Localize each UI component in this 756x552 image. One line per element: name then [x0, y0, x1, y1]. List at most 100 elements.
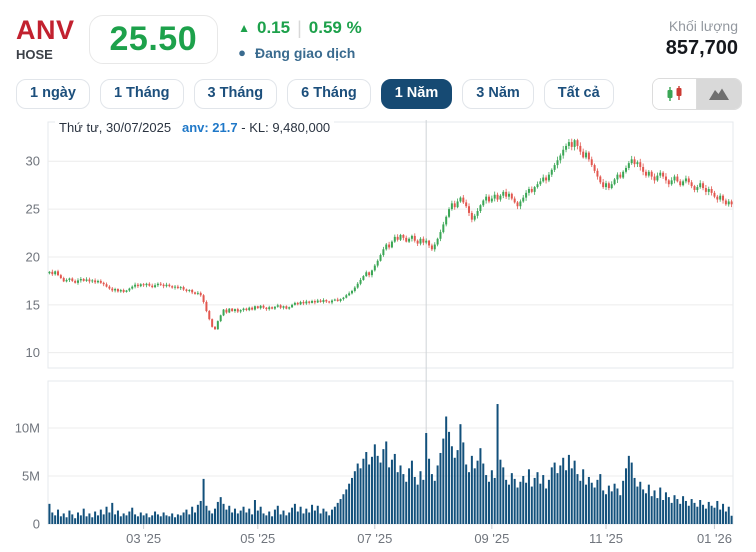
tab-6-tháng[interactable]: 6 Tháng [287, 79, 371, 109]
volume-bar [513, 478, 516, 524]
volume-bar [390, 459, 393, 524]
candle-body [313, 300, 316, 303]
candle-body [702, 183, 705, 189]
volume-bar [253, 500, 256, 524]
candle-body [88, 279, 91, 282]
candle-body [724, 200, 727, 205]
candle-body [690, 182, 693, 187]
candle-body [428, 240, 431, 246]
volume-bar [465, 464, 468, 524]
mountain-glyph [709, 88, 729, 100]
candle-body [385, 244, 388, 250]
volume-bar [171, 513, 174, 524]
volume-bar [587, 476, 590, 524]
candle-body [168, 284, 171, 287]
up-arrow-icon: ▲ [238, 21, 250, 35]
chart-area[interactable]: Thứ tư, 30/07/2025 anv: 21.7 - KL: 9,480… [0, 114, 756, 548]
candle-body [91, 280, 94, 282]
candle-body [470, 212, 473, 220]
volume-bar [291, 507, 294, 524]
chart-type-toggle [652, 78, 742, 110]
volume-bar [74, 518, 77, 524]
candle-body [239, 310, 242, 312]
candle-body [559, 155, 562, 161]
candle-body [271, 307, 274, 309]
candle-body [459, 197, 462, 202]
candle-body [345, 295, 348, 298]
volume-bar [94, 511, 97, 524]
volume-bar [228, 505, 231, 524]
volume-bar [496, 404, 499, 524]
candle-body [273, 306, 276, 309]
volume-bar [293, 503, 296, 524]
volume-bar [276, 505, 279, 524]
volume-block: Khối lượng 857,700 [666, 18, 742, 60]
tab-3-năm[interactable]: 3 Năm [462, 79, 534, 109]
range-tabs: 1 ngày 1 Tháng 3 Tháng 6 Tháng 1 Năm 3 Năm Tất… [0, 72, 756, 114]
ticker-block: ANV HOSE [16, 16, 75, 62]
candle-body [342, 297, 345, 300]
candle-body [216, 321, 219, 330]
volume-bar [359, 468, 362, 524]
candle-body [111, 288, 114, 291]
volume-bar [122, 513, 125, 524]
candle-body [333, 299, 336, 301]
candlestick-chart[interactable]: 30 25 20 15 10 10M 5M 0 03 '25 05 '25 07 '25 09 '25… [0, 114, 756, 548]
tab-tất-cả[interactable]: Tất cả [543, 79, 614, 109]
volume-bar [530, 486, 533, 524]
candle-body [659, 172, 662, 176]
candle-body [636, 162, 639, 165]
candle-body [51, 271, 54, 275]
volume-bar [245, 512, 248, 524]
volume-bar [419, 471, 422, 524]
candle-body [376, 260, 379, 266]
volume-bar [690, 499, 693, 524]
volume-bar [211, 513, 214, 524]
volume-bar [456, 450, 459, 524]
candle-body [565, 145, 568, 150]
volume-bar [145, 513, 148, 524]
volume-bar [68, 510, 71, 524]
volume-bar [205, 505, 208, 524]
candle-body [450, 203, 453, 210]
candle-body [699, 183, 702, 188]
tab-1-ngày[interactable]: 1 ngày [16, 79, 90, 109]
candle-body [328, 301, 331, 303]
volume-bar [682, 496, 685, 524]
candle-body [468, 206, 471, 213]
volume-axis-label: 0 [33, 517, 40, 532]
candle-body [719, 195, 722, 200]
tab-1-năm[interactable]: 1 Năm [380, 79, 453, 109]
candle-body [165, 284, 168, 287]
volume-bar [168, 516, 171, 524]
change-block: ▲ 0.15 | 0.59 % ● Đang giao dịch [238, 18, 362, 61]
price-axis-label: 10 [26, 345, 40, 360]
candle-body [487, 196, 490, 202]
volume-bar [716, 500, 719, 524]
candle-body [199, 292, 202, 296]
candle-body [242, 308, 245, 311]
candle-body [76, 280, 79, 283]
candlestick-icon[interactable] [653, 79, 697, 109]
candle-body [722, 195, 725, 201]
volume-bar [727, 506, 730, 524]
candle-body [116, 289, 119, 292]
volume-bar [71, 514, 74, 524]
status-text: Đang giao dịch [254, 44, 356, 61]
candle-body [436, 238, 439, 245]
area-chart-icon[interactable] [697, 79, 741, 109]
volume-bar [719, 509, 722, 524]
volume-bar [379, 462, 382, 524]
volume-bar [450, 446, 453, 524]
price-change-row: ▲ 0.15 | 0.59 % [238, 18, 362, 39]
candle-body [262, 305, 265, 308]
tab-3-tháng[interactable]: 3 Tháng [193, 79, 278, 109]
volume-bar [442, 438, 445, 524]
volume-bar [453, 457, 456, 524]
candle-body [696, 187, 699, 190]
volume-bar [533, 477, 536, 524]
volume-bar [65, 517, 68, 524]
volume-bar [176, 514, 179, 524]
tab-1-tháng[interactable]: 1 Tháng [99, 79, 184, 109]
volume-bar [251, 514, 254, 524]
